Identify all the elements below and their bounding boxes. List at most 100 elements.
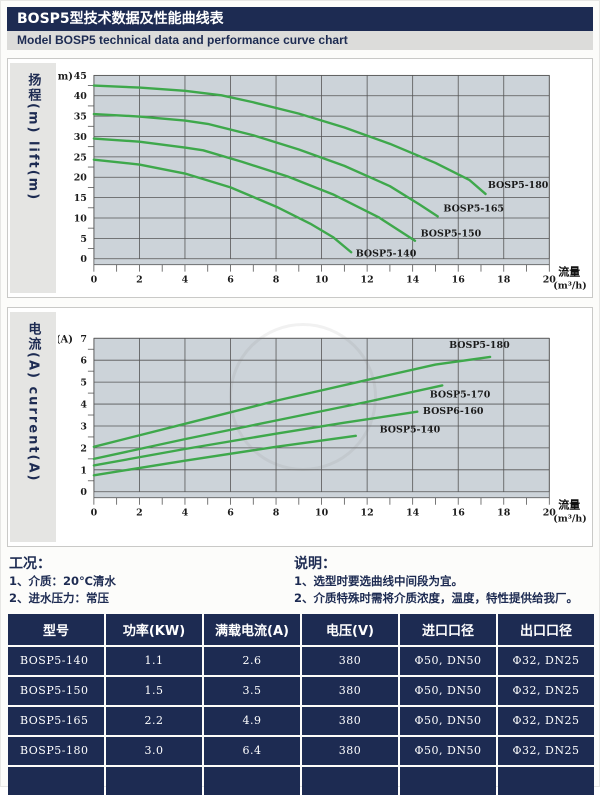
model-cell: BOSP5-150 (8, 676, 104, 705)
y-tick-label: 25 (74, 152, 87, 163)
y-tick-label: 3 (80, 421, 87, 432)
spec-cell: 3.0 (106, 736, 202, 765)
x-tick-label: 18 (497, 508, 511, 519)
curve-BOSP5-140 (92, 434, 357, 477)
working-conditions-heading: 工况： (9, 556, 51, 572)
y-tick-label: 6 (80, 356, 87, 367)
x-tick-label: 12 (360, 508, 373, 519)
spec-cell: Φ50, DN50 (400, 706, 496, 735)
x-tick-label: 16 (451, 275, 465, 286)
spec-cell (204, 766, 300, 795)
y-unit-label: (A) (58, 334, 73, 345)
spec-cell: Φ50, DN50 (400, 676, 496, 705)
head-axis-strip: 扬程(m) lift(m) (10, 63, 56, 293)
curve-label-BOSP5-140: BOSP5-140 (379, 425, 440, 436)
y-tick-label: 0 (80, 254, 87, 265)
x-tick-label: 14 (406, 508, 420, 519)
head-chart-panel: 扬程(m) lift(m) 0 5 10 15 20 25 30 35 40 45 0 2 4 6 8 10 1… (7, 58, 593, 298)
x-tick-label: 4 (182, 275, 189, 286)
spec-cell: 1.5 (106, 676, 202, 705)
curve-label-BOSP5-165: BOSP5-165 (443, 203, 504, 214)
y-unit-label: (m) (58, 71, 73, 82)
curve-BOSP5-170 (92, 384, 444, 461)
spec-cell (106, 766, 202, 795)
y-tick-label: 2 (80, 443, 87, 454)
curve-label-BOSP5-150: BOSP5-150 (420, 229, 481, 240)
x-tick-label: 2 (136, 508, 143, 519)
spec-table-header-row: 型号 功率(KW) 满载电流(A) 电压(V) 进口口径 出口口径 (8, 613, 594, 645)
x-tick-label: 16 (451, 508, 465, 519)
spec-cell: Φ32, DN25 (498, 646, 594, 675)
notes-block: 说明： 1、选型时要选曲线中间段为宜。 2、介质特殊时需将介质浓度，温度，特性提… (294, 555, 591, 608)
curve-label-BOSP5-140: BOSP5-140 (356, 249, 417, 260)
y-tick-label: 5 (80, 234, 87, 245)
head-performance-chart: 0 5 10 15 20 25 30 35 40 45 0 2 4 6 8 10 12 14 16 18 20 (m) 流量… (58, 71, 587, 292)
y-tick-label: 7 (80, 334, 87, 345)
notes-item: 1、选型时要选曲线中间段为宜。 (294, 574, 463, 589)
spec-cell: 2.6 (204, 646, 300, 675)
curve-label-BOSP5-170: BOSP5-170 (430, 389, 491, 400)
model-cell: BOSP5-165 (8, 706, 104, 735)
curve-BOSP6-160 (92, 410, 419, 467)
spec-col-header-4: 进口口径 (400, 613, 496, 645)
spec-cell (498, 766, 594, 795)
spec-cell: Φ32, DN25 (498, 676, 594, 705)
info-row: 工况： 1、介质：20℃清水 2、进水压力：常压 说明： 1、选型时要选曲线中间… (9, 555, 591, 608)
spec-cell: Φ50, DN50 (400, 646, 496, 675)
spec-table: 型号 功率(KW) 满载电流(A) 电压(V) 进口口径 出口口径 BOSP5-140 1.… (6, 612, 596, 797)
x-tick-label: 20 (543, 275, 557, 286)
page-subtitle: Model BOSP5 technical data and performan… (17, 33, 348, 47)
y-tick-label: 4 (80, 400, 87, 411)
y-tick-label: 10 (74, 213, 88, 224)
y-tick-label: 45 (74, 71, 87, 82)
x-tick-label: 20 (543, 508, 557, 519)
x-tick-label: 6 (227, 275, 234, 286)
table-row: BOSP5-165 2.2 4.9 380 Φ50, DN50 Φ32, DN25 (8, 706, 594, 735)
spec-table-body: BOSP5-140 1.1 2.6 380 Φ50, DN50 Φ32, DN25 BOSP… (8, 646, 594, 795)
y-tick-label: 20 (74, 173, 88, 184)
x-tick-label: 12 (360, 275, 373, 286)
x-tick-label: 10 (315, 275, 329, 286)
spec-col-header-2: 满载电流(A) (204, 613, 300, 645)
x-axis-title: 流量 (558, 498, 580, 512)
spec-col-header-0: 型号 (8, 613, 104, 645)
working-conditions-item: 1、介质：20℃清水 (9, 574, 116, 589)
spec-cell: Φ50, DN50 (400, 736, 496, 765)
x-axis-unit: (m³/h) (553, 514, 586, 525)
title-bar: BOSP5型技术数据及性能曲线表 (7, 7, 593, 31)
curve-BOSP5-150 (92, 137, 417, 242)
spec-cell: 2.2 (106, 706, 202, 735)
y-tick-label: 35 (74, 112, 87, 123)
x-tick-label: 10 (315, 508, 329, 519)
x-tick-label: 8 (273, 275, 280, 286)
current-performance-chart: 0123456702468101214161820(A)流量(m³/h)BOSP… (58, 334, 587, 525)
current-chart-panel: 电流(A) current(A) 0 1 2 3 4 5 6 7 0 2 4 6 8 10 12 14 16 18… (7, 307, 593, 547)
spec-cell: 380 (302, 736, 398, 765)
x-axis-title: 流量 (558, 265, 580, 279)
spec-cell: Φ32, DN25 (498, 736, 594, 765)
curve-label-BOSP5-180: BOSP5-180 (449, 340, 510, 351)
model-cell: BOSP5-180 (8, 736, 104, 765)
x-tick-label: 8 (273, 508, 280, 519)
curve-BOSP5-180 (92, 355, 492, 449)
current-axis-label: 电流(A) current(A) (25, 322, 41, 483)
curve-BOSP5-180 (92, 84, 487, 196)
spec-cell: 6.4 (204, 736, 300, 765)
y-tick-label: 40 (74, 91, 88, 102)
spec-col-header-5: 出口口径 (498, 613, 594, 645)
table-row: BOSP5-180 3.0 6.4 380 Φ50, DN50 Φ32, DN25 (8, 736, 594, 765)
y-tick-label: 15 (74, 193, 87, 204)
spec-cell: 1.1 (106, 646, 202, 675)
working-conditions-item: 2、进水压力：常压 (9, 591, 110, 606)
model-cell: BOSP5-140 (8, 646, 104, 675)
spec-cell: 380 (302, 706, 398, 735)
y-tick-label: 30 (74, 132, 88, 143)
y-tick-label: 0 (80, 487, 87, 498)
table-row (8, 766, 594, 795)
model-cell (8, 766, 104, 795)
x-tick-label: 0 (90, 508, 97, 519)
notes-heading: 说明： (294, 556, 336, 572)
x-tick-label: 18 (497, 275, 511, 286)
y-tick-label: 1 (80, 465, 87, 476)
